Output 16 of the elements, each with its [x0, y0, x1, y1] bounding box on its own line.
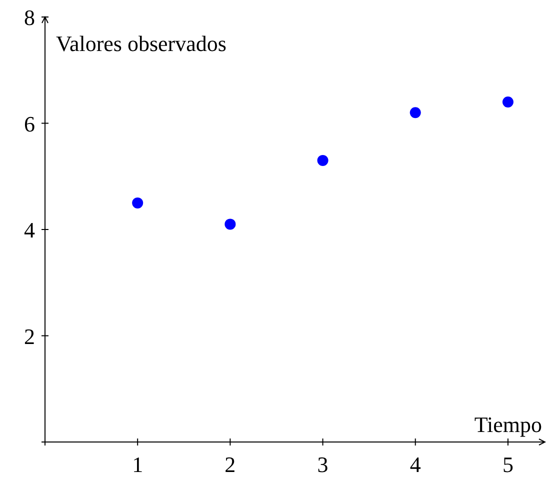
x-tick-label: 1	[132, 452, 144, 477]
y-axis-title: Valores observados	[56, 31, 226, 56]
point	[224, 218, 236, 230]
x-tick-label: 5	[502, 452, 514, 477]
x-tick-label: 3	[317, 452, 328, 477]
y-tick-label: 4	[24, 218, 35, 242]
point	[410, 107, 421, 118]
y-tick-label: 6	[24, 111, 35, 136]
x-tick-label: 4	[410, 452, 421, 477]
x-axis-title: Tiempo	[474, 412, 542, 437]
point	[502, 96, 514, 108]
point	[317, 154, 328, 166]
y-tick-label: 8	[24, 5, 35, 30]
y-tick-label: 2	[24, 324, 35, 349]
point	[132, 197, 144, 208]
x-tick-label: 2	[224, 452, 236, 477]
